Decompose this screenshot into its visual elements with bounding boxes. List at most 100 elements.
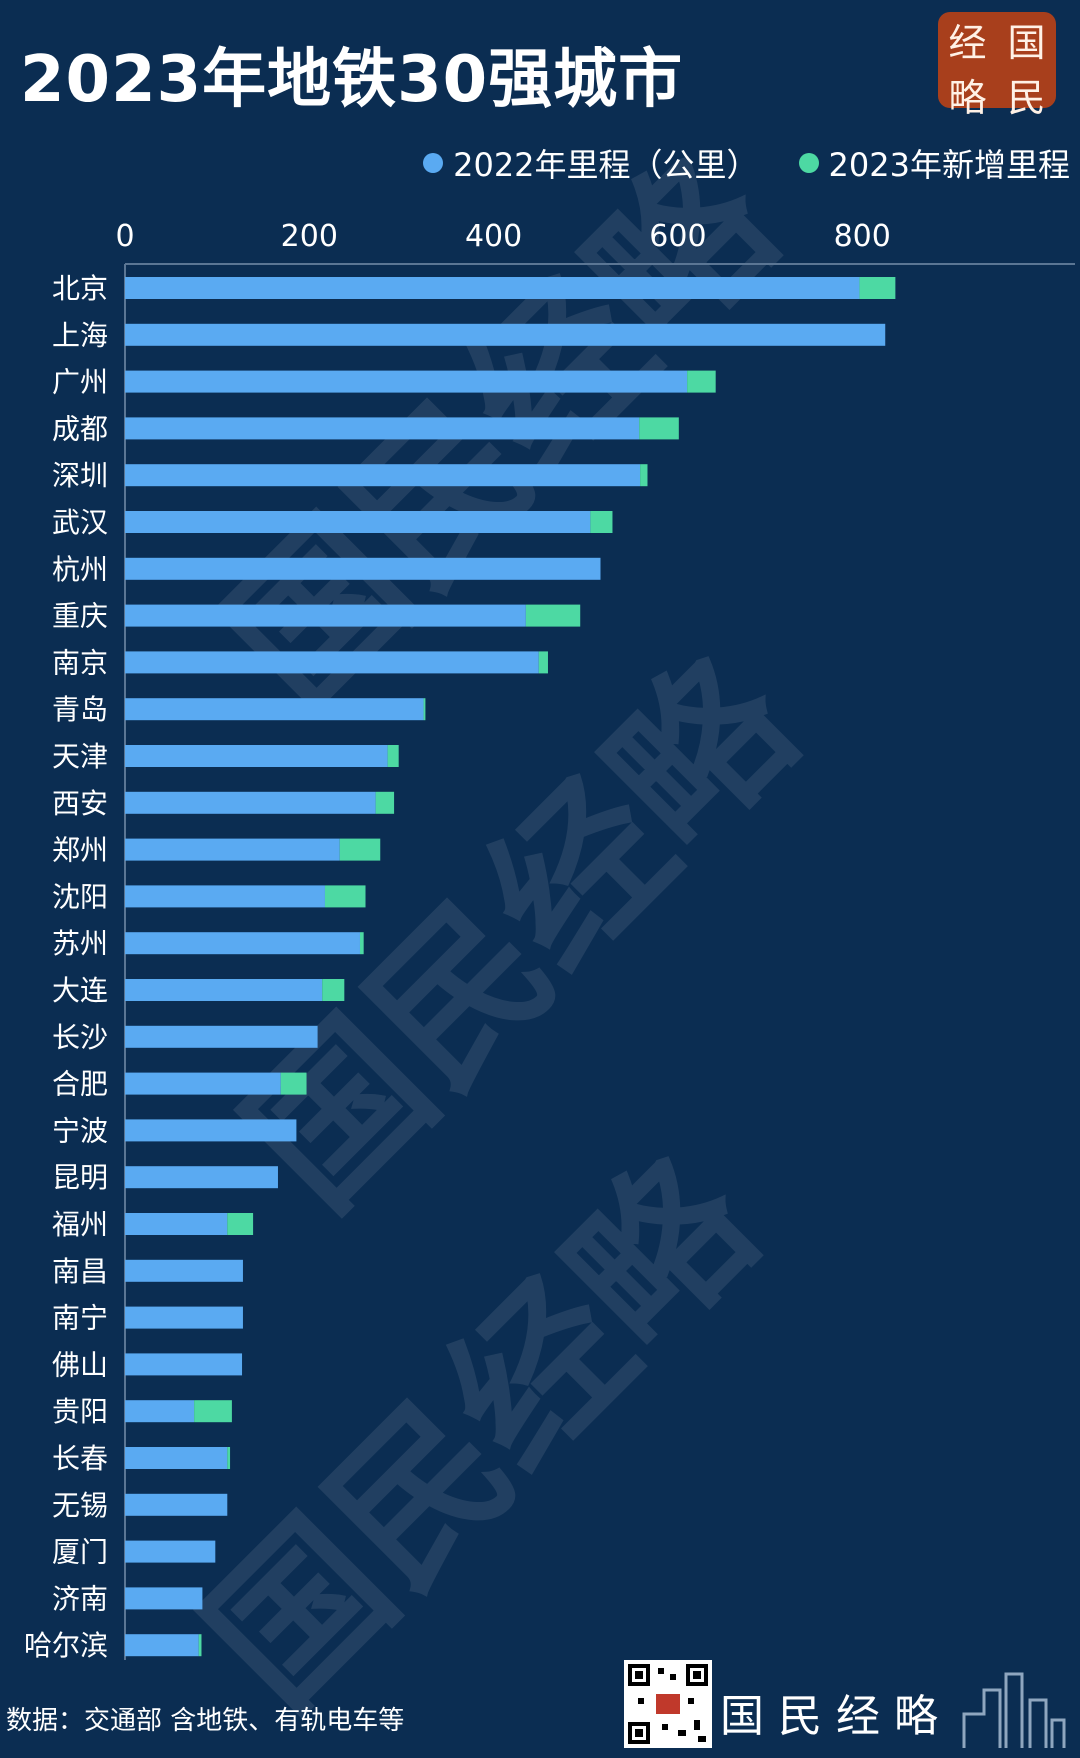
data-source-note: 数据：交通部 含地铁、有轨电车等 xyxy=(6,1706,405,1736)
bar-2022 xyxy=(125,979,323,1001)
category-label: 西安 xyxy=(52,787,108,820)
bar-2023-added xyxy=(387,745,399,767)
logo-char: 略 xyxy=(948,76,987,120)
category-label: 济南 xyxy=(52,1582,108,1615)
category-label: 南昌 xyxy=(52,1255,108,1288)
bar-2023-added xyxy=(859,277,896,299)
x-tick-label: 200 xyxy=(281,219,338,254)
category-label: 深圳 xyxy=(52,459,108,492)
chart-legend: 2022年里程（公里） 2023年新增里程 xyxy=(423,140,1070,186)
category-label: 福州 xyxy=(52,1208,108,1241)
bar-2022 xyxy=(125,932,360,955)
qr-code[interactable] xyxy=(624,1660,712,1748)
category-label: 武汉 xyxy=(52,506,108,539)
category-label: 厦门 xyxy=(52,1536,108,1569)
category-label: 沈阳 xyxy=(52,880,108,913)
bar-2022 xyxy=(125,1166,278,1189)
legend-label-2023: 2023年新增里程 xyxy=(828,146,1070,184)
bar-2022 xyxy=(125,464,641,487)
bar-2022 xyxy=(125,1400,195,1423)
legend-swatch-2023 xyxy=(798,153,819,173)
bar-2023-added xyxy=(375,791,395,814)
bar-2023-added xyxy=(359,932,364,955)
bar-2022 xyxy=(125,511,591,533)
bar-2022 xyxy=(125,604,526,627)
bar-2022 xyxy=(125,1213,228,1235)
category-label: 长春 xyxy=(52,1442,108,1475)
logo-char: 国 xyxy=(1007,21,1046,65)
bar-2022 xyxy=(125,698,424,721)
bar-2023-added xyxy=(198,1634,202,1657)
qr-code-pattern-icon xyxy=(628,1664,708,1744)
category-label: 上海 xyxy=(52,319,108,352)
bar-2022 xyxy=(125,417,640,440)
bar-2022 xyxy=(125,651,539,674)
category-label: 长沙 xyxy=(52,1021,108,1054)
bar-2023-added xyxy=(538,651,548,674)
bar-2022 xyxy=(125,1259,243,1282)
page-title: 2023年地铁30强城市 xyxy=(20,43,684,117)
bar-2023-added xyxy=(194,1400,232,1423)
bar-2022 xyxy=(125,277,860,299)
category-label: 重庆 xyxy=(52,600,108,633)
bar-2022 xyxy=(125,745,388,767)
bar-2022 xyxy=(125,1025,318,1048)
bar-2023-added xyxy=(687,370,716,393)
category-label: 杭州 xyxy=(52,553,108,586)
bar-2023-added xyxy=(525,604,581,627)
logo-char: 经 xyxy=(948,21,987,65)
category-label: 佛山 xyxy=(52,1348,108,1381)
legend-item-2023: 2023年新增里程 xyxy=(798,140,1070,186)
bar-2023-added xyxy=(423,698,426,721)
category-label: 昆明 xyxy=(52,1161,108,1194)
bar-2023-added xyxy=(590,511,613,533)
category-label: 大连 xyxy=(52,974,108,1007)
category-label: 贵阳 xyxy=(52,1395,108,1428)
bar-2022 xyxy=(125,1587,203,1610)
x-tick-label: 0 xyxy=(115,219,134,254)
category-label: 青岛 xyxy=(52,693,108,726)
bar-2022 xyxy=(125,885,325,908)
legend-item-2022: 2022年里程（公里） xyxy=(423,140,759,186)
legend-label-2022: 2022年里程（公里） xyxy=(453,146,759,184)
category-label: 北京 xyxy=(52,272,108,305)
category-label: 郑州 xyxy=(52,834,108,867)
bar-2022 xyxy=(125,838,340,861)
bar-2023-added xyxy=(227,1213,254,1235)
category-label: 成都 xyxy=(52,412,108,445)
bar-chart: 0 200 400 600 800 北京上海广州成都深圳武汉杭州重庆南京青岛天津西安郑州沈… xyxy=(24,219,1075,1660)
bar-2022 xyxy=(125,1353,243,1376)
category-label: 宁波 xyxy=(52,1114,108,1147)
x-tick-label: 600 xyxy=(649,219,706,254)
bar-2022 xyxy=(125,1072,281,1095)
skyline-icon xyxy=(962,1672,1066,1748)
bar-2022 xyxy=(125,1119,297,1142)
bar-2022 xyxy=(125,1447,228,1469)
bar-2023-added xyxy=(324,885,366,908)
logo-char: 民 xyxy=(1007,76,1046,120)
bar-2023-added xyxy=(280,1072,307,1095)
bar-2023-added xyxy=(339,838,381,861)
category-label: 南宁 xyxy=(52,1302,108,1335)
bar-2023-added xyxy=(640,464,648,487)
bar-2023-added xyxy=(227,1447,231,1469)
category-label: 广州 xyxy=(52,366,108,399)
brand-name: 国民经略 xyxy=(720,1691,952,1742)
category-label: 天津 xyxy=(52,740,108,773)
category-label: 南京 xyxy=(52,646,108,679)
category-label: 苏州 xyxy=(52,927,108,960)
x-tick-label: 400 xyxy=(465,219,522,254)
bar-2022 xyxy=(125,557,601,580)
x-tick-label: 800 xyxy=(834,219,891,254)
bar-2022 xyxy=(125,1634,199,1657)
brand-logo: 经 国 略 民 xyxy=(938,12,1056,120)
bar-2022 xyxy=(125,323,886,346)
bar-2022 xyxy=(125,370,688,393)
bar-2022 xyxy=(125,1493,228,1516)
bar-2023-added xyxy=(639,417,679,440)
legend-swatch-2022 xyxy=(423,153,444,173)
bar-2023-added xyxy=(322,979,345,1001)
category-label: 合肥 xyxy=(52,1068,108,1101)
bar-2022 xyxy=(125,1540,216,1563)
bar-2022 xyxy=(125,791,376,814)
